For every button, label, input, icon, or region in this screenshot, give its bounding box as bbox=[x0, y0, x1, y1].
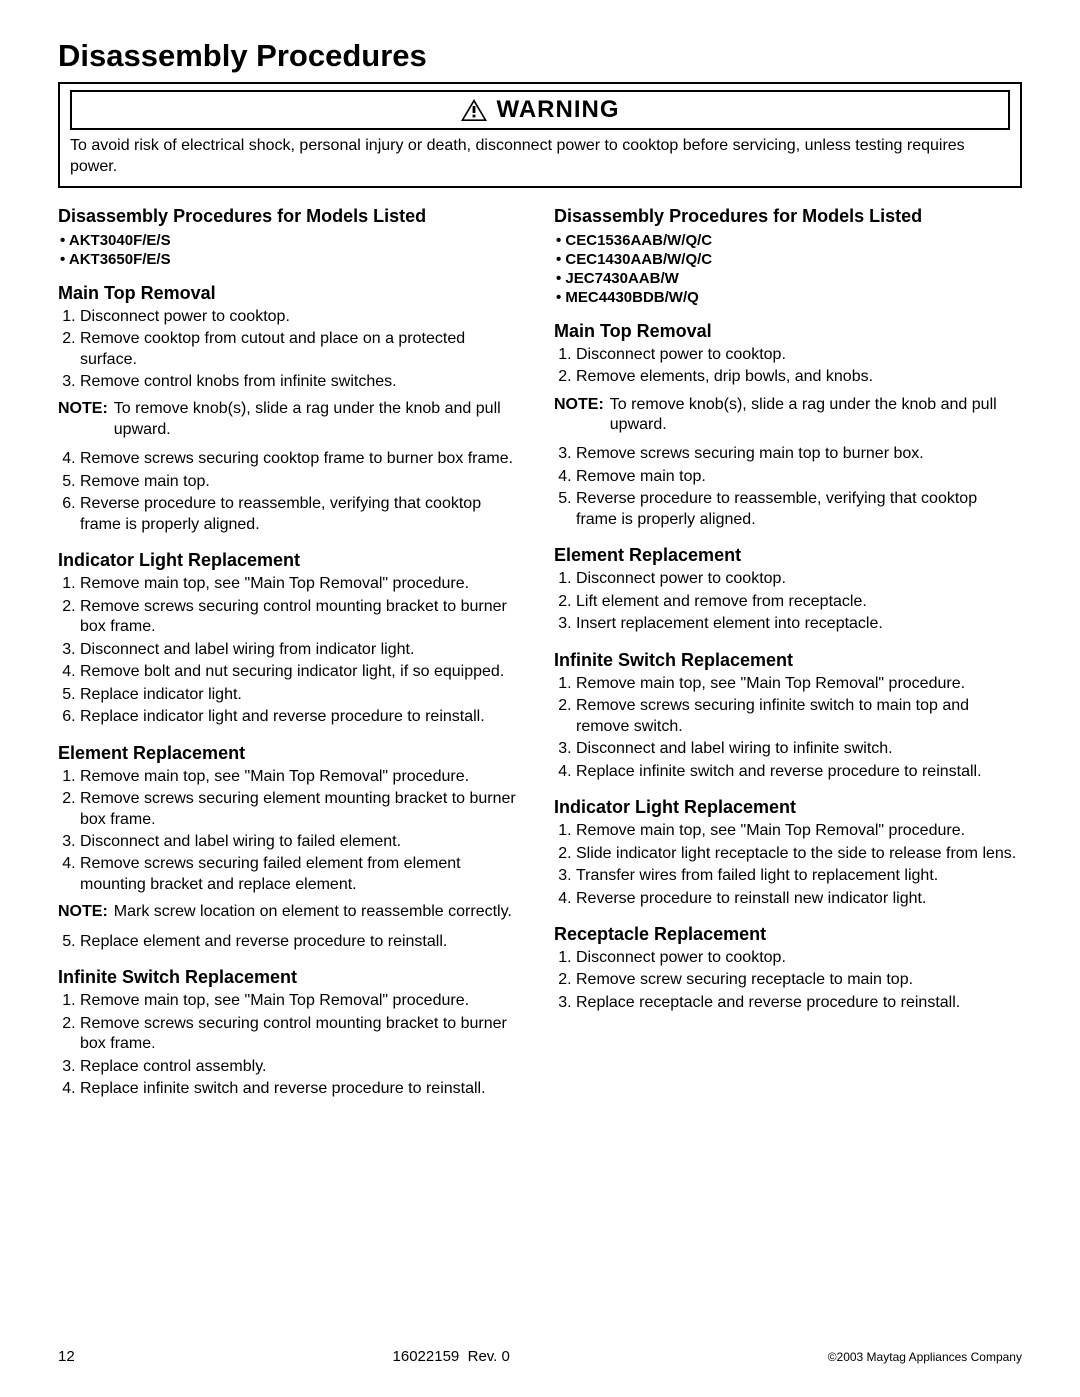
note: NOTE: Mark screw location on element to … bbox=[58, 902, 526, 922]
warning-label: WARNING bbox=[497, 96, 620, 124]
note-label: NOTE: bbox=[58, 399, 108, 440]
step: Remove main top, see "Main Top Removal" … bbox=[80, 573, 526, 595]
note-text: To remove knob(s), slide a rag under the… bbox=[604, 395, 1022, 436]
step: Remove screws securing element mounting … bbox=[80, 788, 526, 831]
step: Disconnect and label wiring to infinite … bbox=[576, 738, 1022, 760]
step-list: Remove screws securing cooktop frame to … bbox=[58, 448, 526, 536]
model-item: JEC7430AAB/W bbox=[556, 269, 1022, 288]
step: Disconnect and label wiring to failed el… bbox=[80, 831, 526, 853]
section-heading: Indicator Light Replacement bbox=[554, 797, 1022, 818]
doc-number: 16022159 Rev. 0 bbox=[393, 1348, 510, 1365]
step: Replace indicator light. bbox=[80, 684, 526, 706]
step-list: Remove main top, see "Main Top Removal" … bbox=[554, 820, 1022, 910]
section-heading: Main Top Removal bbox=[58, 283, 526, 304]
step: Disconnect power to cooktop. bbox=[576, 568, 1022, 590]
model-item: AKT3650F/E/S bbox=[60, 250, 526, 269]
note-text: Mark screw location on element to reasse… bbox=[108, 902, 512, 922]
page-footer: 12 16022159 Rev. 0 ©2003 Maytag Applianc… bbox=[58, 1348, 1022, 1365]
step: Disconnect and label wiring from indicat… bbox=[80, 639, 526, 661]
step: Remove elements, drip bowls, and knobs. bbox=[576, 366, 1022, 388]
warning-bar: WARNING bbox=[70, 90, 1010, 130]
step: Disconnect power to cooktop. bbox=[576, 947, 1022, 969]
note: NOTE: To remove knob(s), slide a rag und… bbox=[58, 399, 526, 440]
step: Remove main top. bbox=[576, 466, 1022, 488]
step-list: Remove screws securing main top to burne… bbox=[554, 443, 1022, 531]
step-list: Disconnect power to cooktop. Remove cook… bbox=[58, 306, 526, 394]
section-heading: Indicator Light Replacement bbox=[58, 550, 526, 571]
step: Remove main top, see "Main Top Removal" … bbox=[576, 820, 1022, 842]
step: Insert replacement element into receptac… bbox=[576, 613, 1022, 635]
step: Reverse procedure to reassemble, verifyi… bbox=[576, 488, 1022, 531]
warning-icon bbox=[461, 99, 487, 121]
step: Replace control assembly. bbox=[80, 1056, 526, 1078]
step: Slide indicator light receptacle to the … bbox=[576, 843, 1022, 865]
right-column: Disassembly Procedures for Models Listed… bbox=[554, 202, 1022, 1105]
step: Remove main top, see "Main Top Removal" … bbox=[576, 673, 1022, 695]
content-columns: Disassembly Procedures for Models Listed… bbox=[58, 202, 1022, 1105]
step-list: Disconnect power to cooktop. Remove elem… bbox=[554, 344, 1022, 389]
note-label: NOTE: bbox=[554, 395, 604, 436]
model-item: AKT3040F/E/S bbox=[60, 231, 526, 250]
step: Remove bolt and nut securing indicator l… bbox=[80, 661, 526, 683]
step: Remove screws securing control mounting … bbox=[80, 1013, 526, 1056]
step: Remove screws securing cooktop frame to … bbox=[80, 448, 526, 470]
note-label: NOTE: bbox=[58, 902, 108, 922]
step: Remove control knobs from infinite switc… bbox=[80, 371, 526, 393]
section-heading: Element Replacement bbox=[58, 743, 526, 764]
note-text: To remove knob(s), slide a rag under the… bbox=[108, 399, 526, 440]
step: Replace element and reverse procedure to… bbox=[80, 931, 526, 953]
step-list: Replace element and reverse procedure to… bbox=[58, 931, 526, 953]
section-heading: Receptacle Replacement bbox=[554, 924, 1022, 945]
step: Reverse procedure to reinstall new indic… bbox=[576, 888, 1022, 910]
section-heading: Infinite Switch Replacement bbox=[554, 650, 1022, 671]
left-model-list: AKT3040F/E/S AKT3650F/E/S bbox=[58, 231, 526, 269]
step: Disconnect power to cooktop. bbox=[576, 344, 1022, 366]
step: Reverse procedure to reassemble, verifyi… bbox=[80, 493, 526, 536]
step: Lift element and remove from receptacle. bbox=[576, 591, 1022, 613]
step: Remove screws securing failed element fr… bbox=[80, 853, 526, 896]
step: Remove cooktop from cutout and place on … bbox=[80, 328, 526, 371]
model-item: CEC1430AAB/W/Q/C bbox=[556, 250, 1022, 269]
left-column: Disassembly Procedures for Models Listed… bbox=[58, 202, 526, 1105]
step: Disconnect power to cooktop. bbox=[80, 306, 526, 328]
step-list: Remove main top, see "Main Top Removal" … bbox=[58, 766, 526, 897]
section-heading: Main Top Removal bbox=[554, 321, 1022, 342]
step: Replace receptacle and reverse procedure… bbox=[576, 992, 1022, 1014]
step-list: Remove main top, see "Main Top Removal" … bbox=[58, 990, 526, 1100]
warning-box: WARNING To avoid risk of electrical shoc… bbox=[58, 82, 1022, 188]
warning-body: To avoid risk of electrical shock, perso… bbox=[70, 136, 1010, 178]
page-title: Disassembly Procedures bbox=[58, 38, 1022, 74]
step: Remove screws securing main top to burne… bbox=[576, 443, 1022, 465]
section-heading: Infinite Switch Replacement bbox=[58, 967, 526, 988]
model-item: CEC1536AAB/W/Q/C bbox=[556, 231, 1022, 250]
copyright: ©2003 Maytag Appliances Company bbox=[828, 1350, 1022, 1364]
step: Remove screw securing receptacle to main… bbox=[576, 969, 1022, 991]
step-list: Disconnect power to cooktop. Remove scre… bbox=[554, 947, 1022, 1014]
page-number: 12 bbox=[58, 1348, 75, 1365]
right-models-heading: Disassembly Procedures for Models Listed bbox=[554, 206, 1022, 227]
step: Transfer wires from failed light to repl… bbox=[576, 865, 1022, 887]
step: Replace infinite switch and reverse proc… bbox=[80, 1078, 526, 1100]
left-models-heading: Disassembly Procedures for Models Listed bbox=[58, 206, 526, 227]
note: NOTE: To remove knob(s), slide a rag und… bbox=[554, 395, 1022, 436]
section-heading: Element Replacement bbox=[554, 545, 1022, 566]
step: Remove main top, see "Main Top Removal" … bbox=[80, 766, 526, 788]
step: Replace infinite switch and reverse proc… bbox=[576, 761, 1022, 783]
step-list: Disconnect power to cooktop. Lift elemen… bbox=[554, 568, 1022, 635]
right-model-list: CEC1536AAB/W/Q/C CEC1430AAB/W/Q/C JEC743… bbox=[554, 231, 1022, 307]
step: Replace indicator light and reverse proc… bbox=[80, 706, 526, 728]
step: Remove screws securing infinite switch t… bbox=[576, 695, 1022, 738]
step-list: Remove main top, see "Main Top Removal" … bbox=[554, 673, 1022, 783]
step: Remove main top, see "Main Top Removal" … bbox=[80, 990, 526, 1012]
step: Remove main top. bbox=[80, 471, 526, 493]
model-item: MEC4430BDB/W/Q bbox=[556, 288, 1022, 307]
step-list: Remove main top, see "Main Top Removal" … bbox=[58, 573, 526, 728]
step: Remove screws securing control mounting … bbox=[80, 596, 526, 639]
